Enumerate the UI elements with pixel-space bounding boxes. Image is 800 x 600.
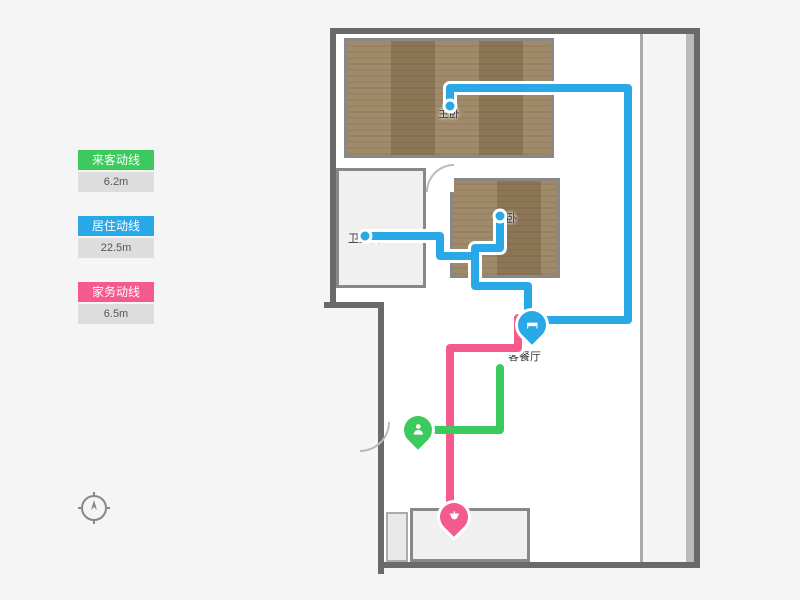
bed-icon (525, 317, 539, 334)
legend-item-resident: 居住动线 22.5m (78, 216, 154, 258)
legend-label: 家务动线 (78, 282, 154, 302)
legend-value: 6.5m (78, 304, 154, 324)
legend-value: 6.2m (78, 172, 154, 192)
legend: 来客动线 6.2m 居住动线 22.5m 家务动线 6.5m (78, 150, 154, 348)
compass-icon (78, 492, 110, 524)
legend-value: 22.5m (78, 238, 154, 258)
paths-overlay (300, 18, 710, 578)
pot-icon (447, 509, 461, 526)
person-icon (411, 422, 425, 439)
legend-label: 来客动线 (78, 150, 154, 170)
legend-item-housework: 家务动线 6.5m (78, 282, 154, 324)
legend-item-visitor: 来客动线 6.2m (78, 150, 154, 192)
floorplan: 主卧 次卧 卫生间 客餐厅 厨房 (300, 18, 710, 578)
legend-label: 居住动线 (78, 216, 154, 236)
